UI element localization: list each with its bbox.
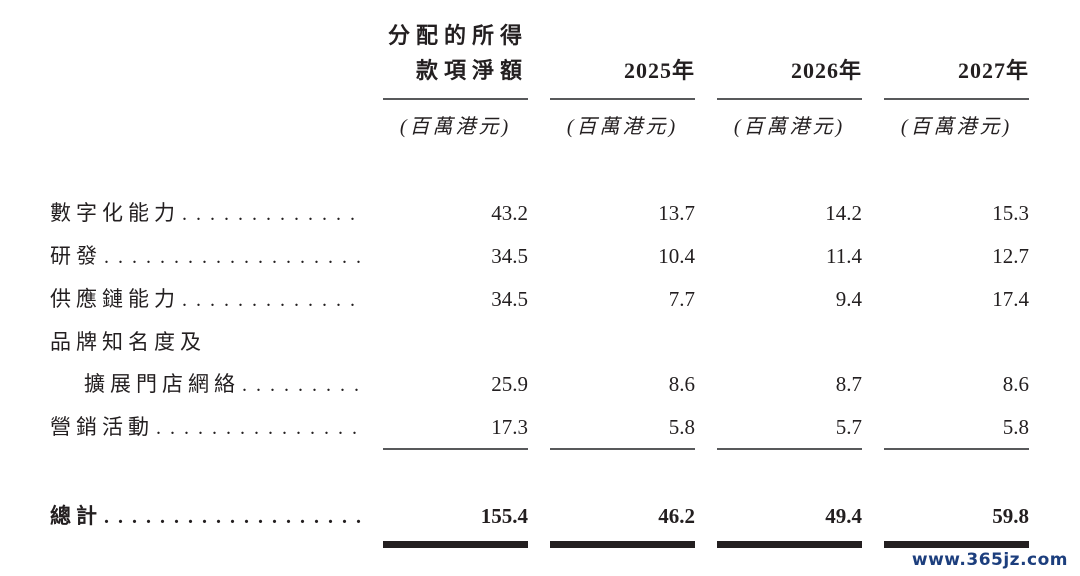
cell-value: 5.8: [550, 406, 695, 450]
header-row-1: 分配的所得: [50, 16, 1029, 56]
unit-label-2027: (百萬港元): [900, 116, 1013, 138]
double-rule: [550, 541, 695, 548]
col-header-year-2027: 2027年: [884, 56, 1029, 100]
row-label-text: 品牌知名度及: [50, 330, 206, 354]
table-row-brand-line2: 擴展門店網絡 25.9 8.6 8.7 8.6: [50, 363, 1029, 406]
empty-cell: [50, 56, 361, 100]
col-header-year-2026: 2026年: [717, 56, 862, 100]
table-row-digitalization: 數字化能力 43.2 13.7 14.2 15.3: [50, 192, 1029, 235]
cell-value: 17.3: [383, 406, 528, 450]
proceeds-allocation-table: 分配的所得 款項淨額 2025年 2026年 2027年 (百萬港元) (百萬港…: [0, 0, 1080, 548]
empty-cell: [50, 16, 361, 56]
watermark-link[interactable]: www.365jz.com: [911, 550, 1068, 570]
cell-value: 10.4: [658, 244, 695, 268]
cell-value: 13.7: [658, 201, 695, 225]
empty-cell: [717, 16, 862, 56]
col-header-net-proceeds-line2: 款項淨額: [383, 56, 528, 100]
row-label-text: 研發: [50, 244, 102, 268]
unit-label-net-proceeds: (百萬港元): [399, 116, 512, 138]
empty-cell: [383, 321, 528, 363]
empty-cell: [50, 541, 361, 548]
cell-value: 8.6: [1002, 372, 1029, 396]
cell-value: 34.5: [491, 287, 528, 311]
row-label: 供應鏈能力: [50, 278, 361, 321]
cell-value: 8.6: [668, 372, 695, 396]
row-label-text: 供應鏈能力: [50, 287, 180, 311]
cell-value: 25.9: [491, 372, 528, 396]
cell-value: 17.4: [992, 287, 1029, 311]
dot-leader: [156, 406, 361, 449]
double-rule: [717, 541, 862, 548]
empty-cell: [550, 321, 695, 363]
total-value: 46.2: [658, 504, 695, 528]
total-label-text: 總計: [50, 504, 102, 528]
double-rule: [884, 541, 1029, 548]
cell-value: 15.3: [992, 201, 1029, 225]
cell-value: 12.7: [992, 244, 1029, 268]
row-label-text: 擴展門店網絡: [84, 372, 240, 396]
total-value: 49.4: [825, 504, 862, 528]
cell-value: 34.5: [491, 244, 528, 268]
cell-value: 14.2: [825, 201, 862, 225]
cell-value: 7.7: [668, 287, 695, 311]
cell-value: 9.4: [835, 287, 862, 311]
empty-cell: [550, 16, 695, 56]
header-row-2: 款項淨額 2025年 2026年 2027年: [50, 56, 1029, 100]
empty-cell: [717, 321, 862, 363]
table-row-brand-line1: 品牌知名度及: [50, 321, 1029, 363]
table-row-total: 總計 155.4 46.2 49.4 59.8: [50, 502, 1029, 531]
table-row-rnd: 研發 34.5 10.4 11.4 12.7: [50, 235, 1029, 278]
cell-value: 43.2: [491, 201, 528, 225]
empty-cell: [884, 321, 1029, 363]
cell-value: 5.8: [884, 406, 1029, 450]
row-label: 數字化能力: [50, 192, 361, 235]
empty-cell: [884, 16, 1029, 56]
table-row-marketing: 營銷活動 17.3 5.8 5.7 5.8: [50, 406, 1029, 450]
row-label-text: 營銷活動: [50, 415, 154, 439]
total-label: 總計: [50, 502, 361, 531]
dot-leader: [182, 192, 361, 235]
double-rule: [383, 541, 528, 548]
dot-leader: [242, 363, 361, 406]
total-value: 155.4: [480, 504, 528, 528]
cell-value: 5.7: [717, 406, 862, 450]
col-header-year-2025: 2025年: [550, 56, 695, 100]
table-row-supply-chain: 供應鏈能力 34.5 7.7 9.4 17.4: [50, 278, 1029, 321]
cell-value: 8.7: [835, 372, 862, 396]
dot-leader: [182, 278, 361, 321]
unit-label-2026: (百萬港元): [733, 116, 846, 138]
col-header-net-proceeds-line1: 分配的所得: [387, 23, 528, 48]
dot-leader: [104, 235, 361, 278]
unit-row: (百萬港元) (百萬港元) (百萬港元) (百萬港元): [50, 100, 1029, 142]
row-label: 品牌知名度及: [50, 321, 361, 363]
row-label: 研發: [50, 235, 361, 278]
empty-cell: [50, 100, 361, 142]
unit-label-2025: (百萬港元): [566, 116, 679, 138]
dot-leader: [104, 502, 361, 531]
row-label-text: 數字化能力: [50, 201, 180, 225]
total-double-rule-row: [50, 541, 1029, 548]
row-label: 營銷活動: [50, 406, 361, 450]
row-label: 擴展門店網絡: [50, 363, 361, 406]
total-value: 59.8: [992, 504, 1029, 528]
cell-value: 11.4: [826, 244, 862, 268]
header-body-gap: [50, 142, 1029, 192]
